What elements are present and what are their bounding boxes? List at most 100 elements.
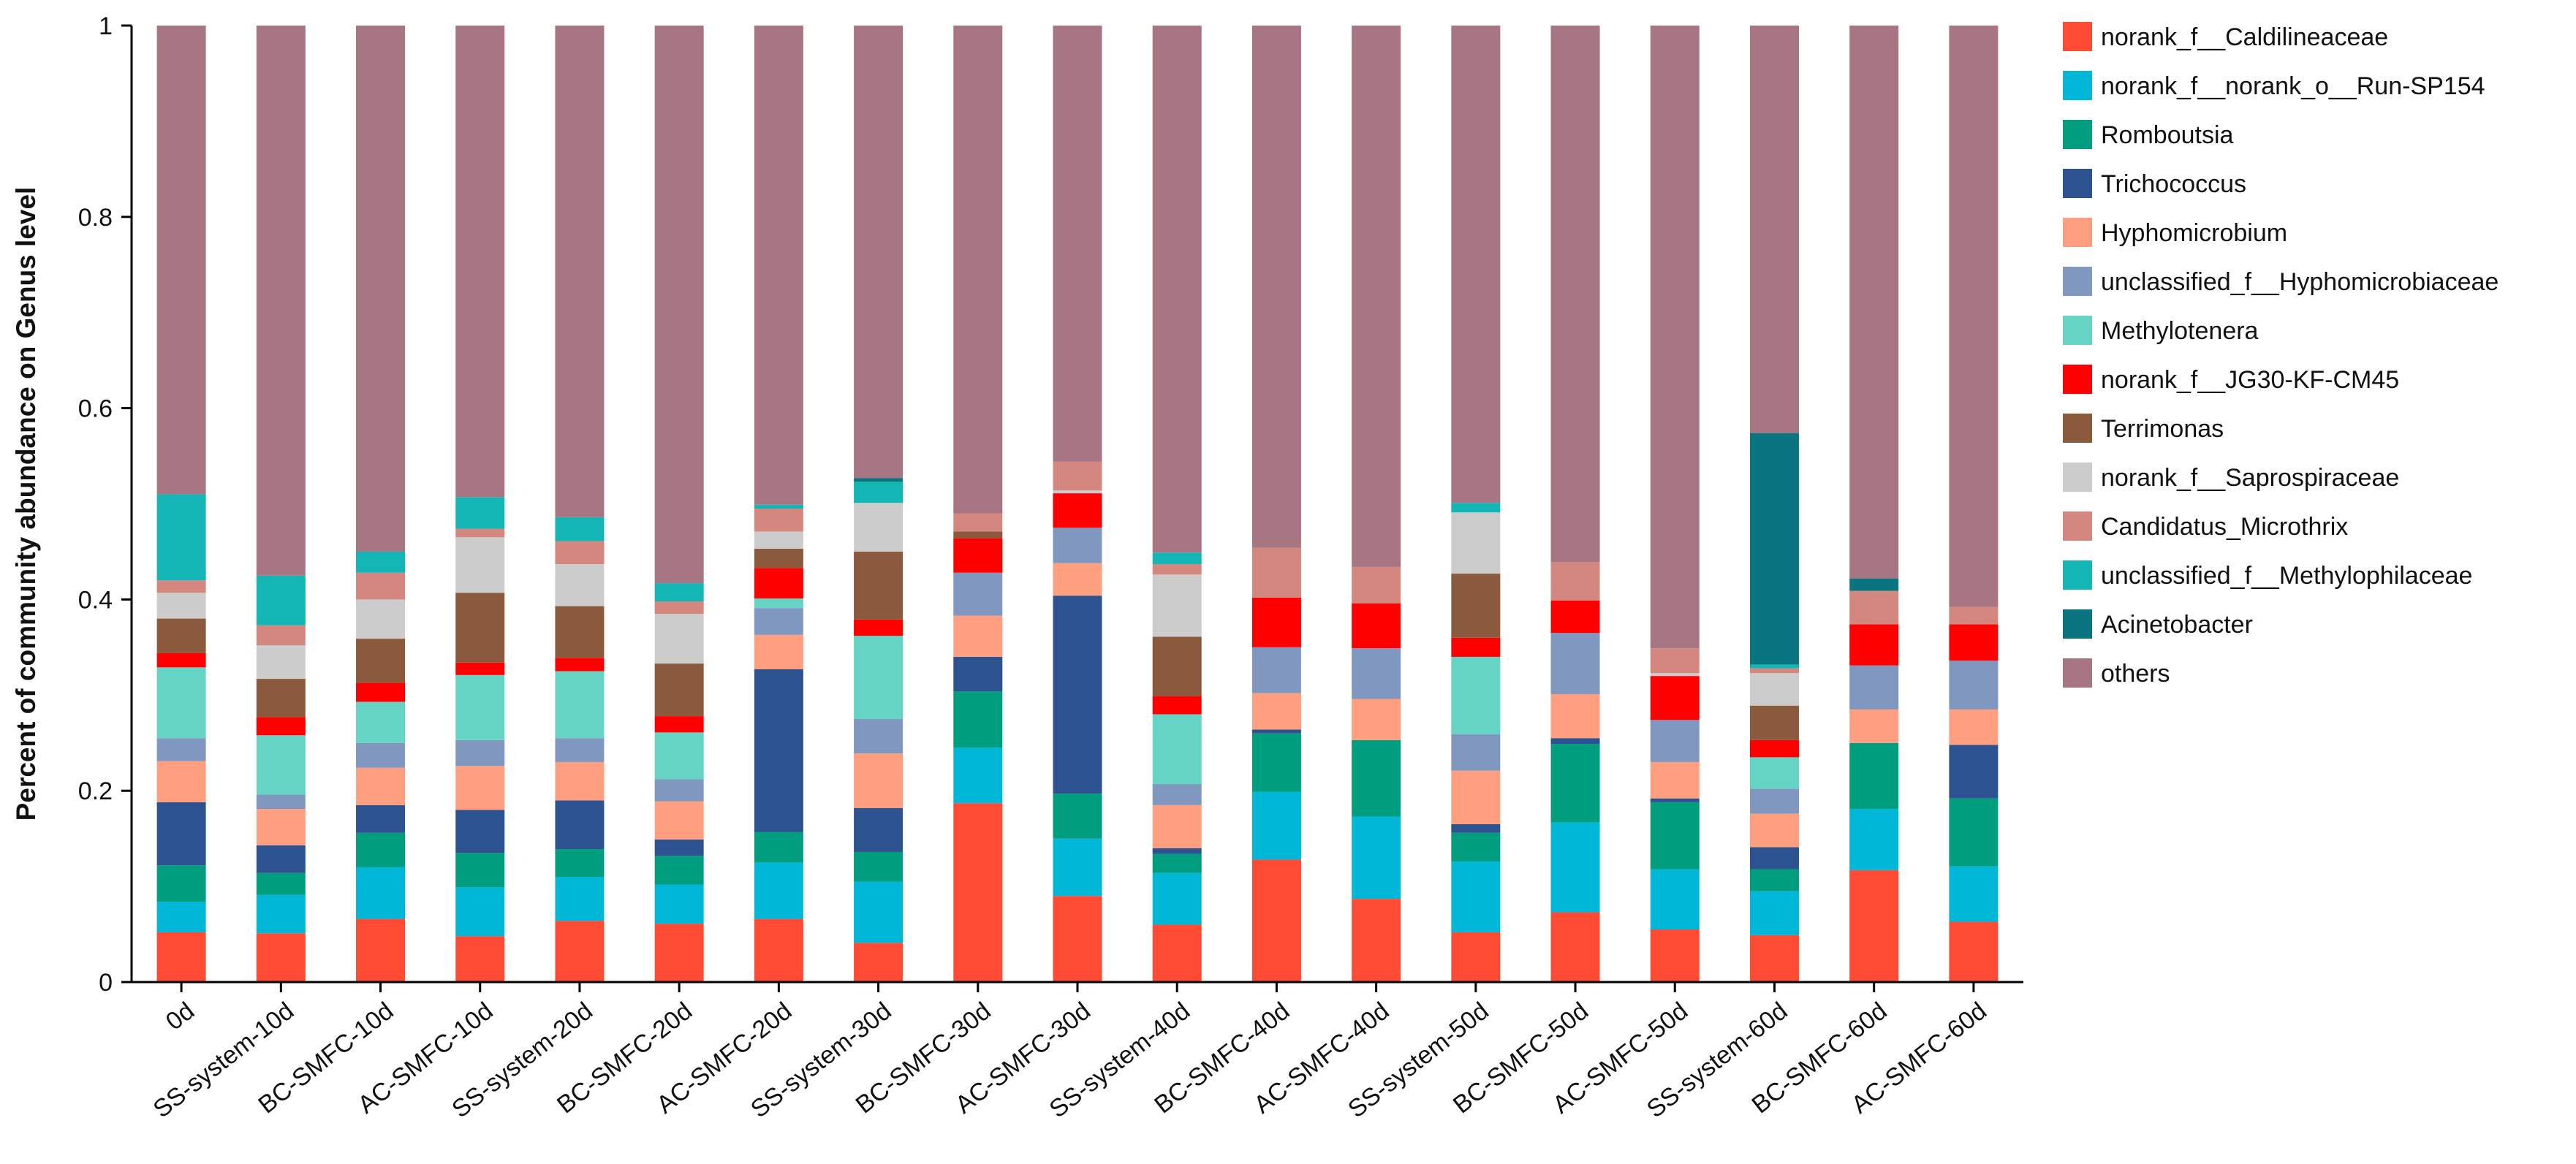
bar-segment xyxy=(1451,512,1501,574)
bar-segment xyxy=(1451,574,1501,638)
bar-segment xyxy=(555,517,605,541)
bar-segment xyxy=(754,568,803,599)
bar-segment xyxy=(356,767,406,805)
bar-segment xyxy=(854,482,904,503)
legend-item: Hyphomicrobium xyxy=(2063,218,2287,247)
bar-stack xyxy=(854,26,904,982)
bar-segment xyxy=(1451,832,1501,862)
bar-segment xyxy=(1949,661,1999,710)
bar-segment xyxy=(1251,693,1301,730)
bar-segment xyxy=(1650,676,1700,720)
legend-swatch xyxy=(2063,511,2092,541)
bar-segment xyxy=(356,701,406,743)
bar-segment xyxy=(356,918,406,982)
bar-segment xyxy=(654,716,704,733)
bar-segment xyxy=(754,608,803,635)
legend-swatch xyxy=(2063,71,2092,100)
legend-item: norank_f__Saprospiraceae xyxy=(2063,463,2399,492)
bar-segment xyxy=(1152,872,1202,925)
bar-stack xyxy=(1352,26,1401,982)
bar-segment xyxy=(1749,739,1799,758)
legend-swatch xyxy=(2063,658,2092,688)
bar-segment xyxy=(854,551,904,620)
bar-segment xyxy=(854,503,904,552)
bar-segment xyxy=(1949,26,1999,607)
bar-segment xyxy=(1849,870,1899,982)
bar-segment xyxy=(455,810,505,853)
legend-swatch xyxy=(2063,365,2092,394)
bar-segment xyxy=(1949,866,1999,922)
bar-segment xyxy=(1550,633,1600,694)
legend-label: Hyphomicrobium xyxy=(2101,219,2287,247)
bar-segment xyxy=(1251,791,1301,860)
bar-segment xyxy=(1849,624,1899,666)
bar-segment xyxy=(455,739,505,767)
bar-segment xyxy=(654,779,704,802)
bar-segment xyxy=(654,924,704,982)
bar-segment xyxy=(1749,847,1799,870)
bar-segment xyxy=(1650,798,1700,802)
bar-segment xyxy=(1749,668,1799,674)
bar-segment xyxy=(1650,761,1700,799)
bar-segment xyxy=(455,766,505,810)
bar-segment xyxy=(1749,757,1799,789)
bar-segment xyxy=(1550,744,1600,823)
bar-segment xyxy=(1749,664,1799,669)
bar-segment xyxy=(754,531,803,549)
bar-segment xyxy=(754,634,803,669)
bar-segment xyxy=(854,943,904,982)
bar-segment xyxy=(555,671,605,739)
bar-segment xyxy=(1352,26,1401,567)
bar-segment xyxy=(1849,665,1899,710)
bar-segment xyxy=(1053,794,1102,839)
bar-segment xyxy=(1949,745,1999,799)
bar-segment xyxy=(455,593,505,663)
bar-segment xyxy=(654,856,704,885)
legend-item: unclassified_f__Hyphomicrobiaceae xyxy=(2063,267,2499,296)
bar-segment xyxy=(1949,921,1999,982)
bar-segment xyxy=(256,809,306,845)
bar-segment xyxy=(953,513,1003,532)
bar-segment xyxy=(356,867,406,919)
bar-segment xyxy=(754,549,803,568)
bar-segment xyxy=(256,735,306,795)
legend-item: norank_f__JG30-KF-CM45 xyxy=(2063,365,2399,394)
bar-segment xyxy=(256,679,306,718)
bar-stack xyxy=(1749,26,1799,982)
bar-segment xyxy=(356,599,406,639)
legend-item: Candidatus_Microthrix xyxy=(2063,511,2348,541)
bar-segment xyxy=(555,541,605,564)
bar-segment xyxy=(156,494,206,581)
bar-segment xyxy=(256,645,306,680)
bar-segment xyxy=(1849,26,1899,579)
bar-segment xyxy=(256,717,306,736)
bar-segment xyxy=(654,839,704,856)
bar-segment xyxy=(555,738,605,762)
bar-segment xyxy=(356,832,406,867)
bar-segment xyxy=(1053,528,1102,563)
bar-segment xyxy=(1849,809,1899,870)
bar-segment xyxy=(1352,648,1401,699)
legend-label: Methylotenera xyxy=(2101,317,2259,345)
legend-label: unclassified_f__Methylophilaceae xyxy=(2101,562,2472,590)
bar-stack xyxy=(1949,26,1999,982)
bar-segment xyxy=(1550,822,1600,913)
bar-segment xyxy=(953,531,1003,539)
bar-stack xyxy=(1550,26,1600,982)
bar-segment xyxy=(455,936,505,982)
bar-segment xyxy=(953,615,1003,657)
bar-segment xyxy=(1749,935,1799,982)
legend-label: unclassified_f__Hyphomicrobiaceae xyxy=(2101,268,2499,296)
bar-segment xyxy=(156,902,206,932)
bar-segment xyxy=(1451,824,1501,833)
legend-swatch xyxy=(2063,120,2092,149)
bar-segment xyxy=(1749,869,1799,891)
y-axis-title: Percent of community abundance on Genus … xyxy=(11,187,41,821)
bar-stack xyxy=(1251,26,1301,982)
bar-stack xyxy=(256,26,306,982)
bar-segment xyxy=(1650,648,1700,674)
bar-segment xyxy=(1251,859,1301,982)
bar-segment xyxy=(156,865,206,902)
y-tick-label: 0.4 xyxy=(78,586,113,614)
